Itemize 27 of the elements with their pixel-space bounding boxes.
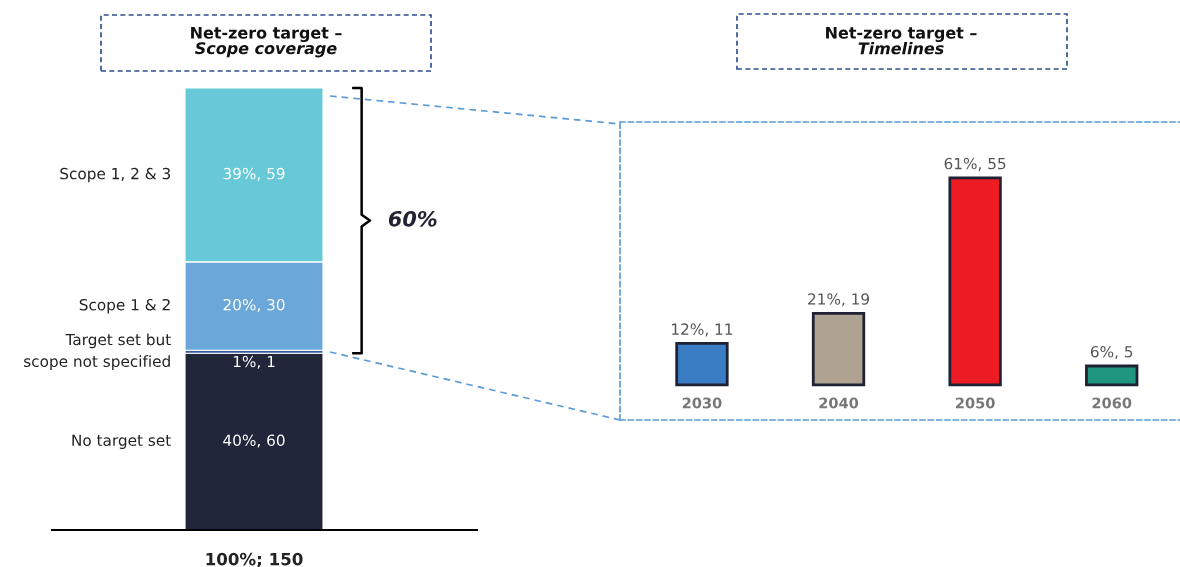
data-label: 1%, 1 <box>233 355 275 369</box>
series-label: Target set but scope not specified <box>24 333 171 370</box>
data-label: 20%, 30 <box>223 298 285 313</box>
bar <box>1085 364 1139 387</box>
bar <box>948 176 1002 387</box>
bar <box>184 352 324 530</box>
chart-subtitle: Scope coverage <box>195 42 337 58</box>
data-label: 12%, 11 <box>672 323 733 337</box>
data-label: 6%, 5 <box>1090 345 1133 360</box>
text: 60% <box>388 210 437 227</box>
series-label: Scope 1, 2 & 3 <box>60 167 170 183</box>
x-tick-label: 2060 <box>1092 397 1132 409</box>
series-label: No target set <box>72 434 171 449</box>
chart-title: Net-zero target – <box>191 26 342 42</box>
total-label: 100%; 150 <box>206 552 303 567</box>
data-label: 61%, 55 <box>944 157 1006 171</box>
series-label: Scope 1 & 2 <box>79 298 170 314</box>
bar <box>675 342 729 387</box>
chart-title: Net-zero target – <box>826 26 977 42</box>
bar <box>811 311 866 387</box>
chart-subtitle: Timelines <box>858 42 944 55</box>
data-label: 40%, 60 <box>223 434 285 448</box>
data-label: 21%, 19 <box>808 293 870 307</box>
x-tick-label: 2040 <box>819 397 859 409</box>
x-tick-label: 2050 <box>955 397 995 409</box>
x-tick-label: 2030 <box>682 397 722 409</box>
data-label: 39%, 59 <box>223 167 285 181</box>
